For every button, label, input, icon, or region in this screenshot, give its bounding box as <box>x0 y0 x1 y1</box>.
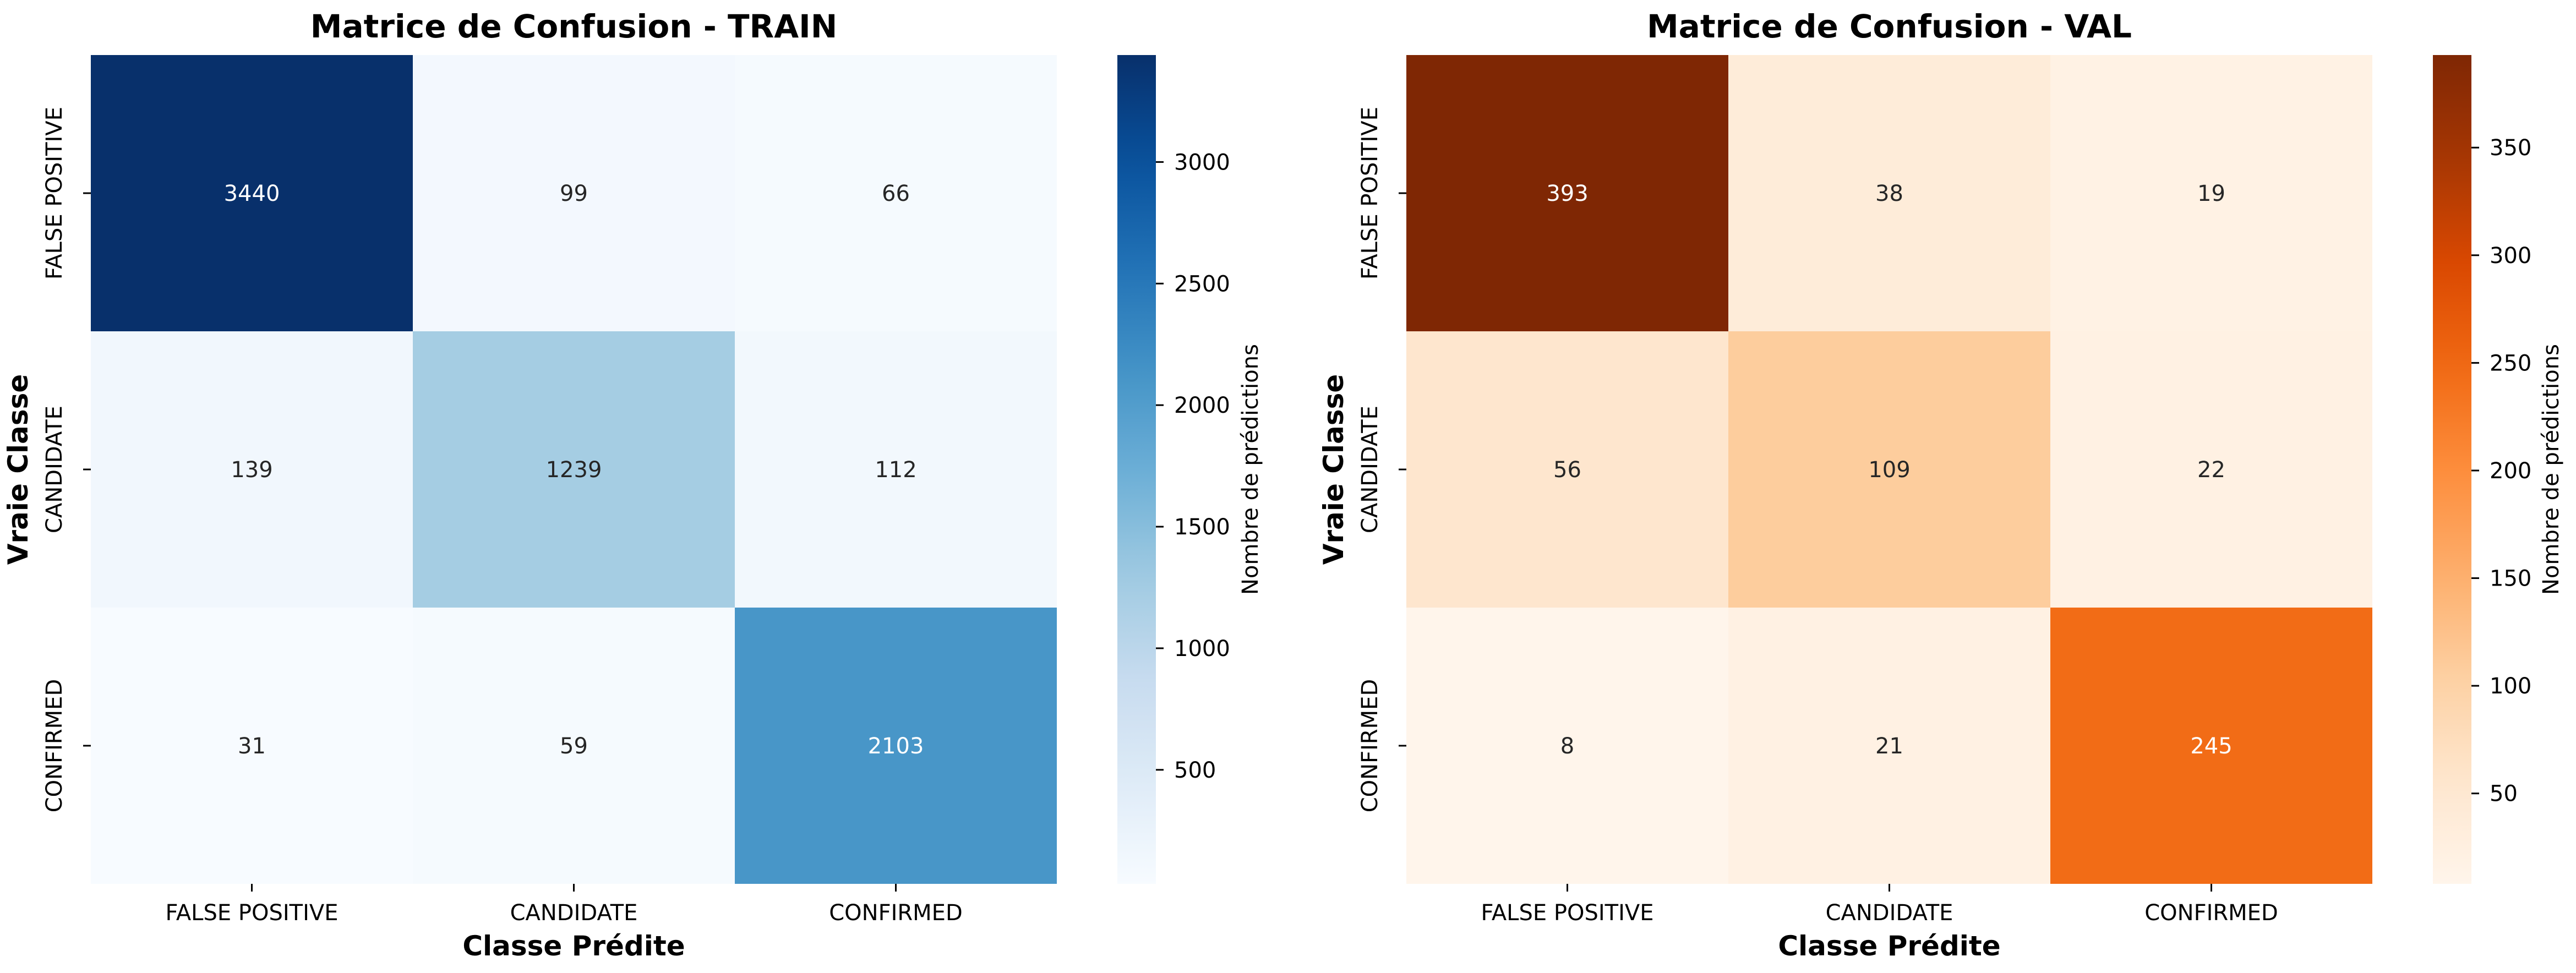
colorbar-tick-label: 350 <box>2490 135 2531 161</box>
cell-value-label: 22 <box>2197 457 2225 483</box>
cell-value-label: 19 <box>2197 181 2225 206</box>
heatmap-panel-1: Matrice de Confusion - TRAIN 3440 99 66 139 1… <box>2 8 1263 962</box>
heatmap-cell <box>91 331 413 608</box>
heatmap-cell <box>2050 55 2372 331</box>
heatmap-cell <box>1728 608 2050 884</box>
cell-value-label: 21 <box>1875 734 1903 759</box>
cell-value-label: 8 <box>1560 734 1574 759</box>
colorbar-tick-label: 50 <box>2490 781 2518 807</box>
y-tick-label: CONFIRMED <box>1357 679 1383 813</box>
colorbar <box>1117 55 1156 884</box>
heatmap-cell <box>735 331 1057 608</box>
y-tick-label: CONFIRMED <box>42 679 67 813</box>
heatmap-panel-2: Matrice de Confusion - VAL 393 38 19 56 109 22… <box>1318 8 2564 962</box>
cell-value-label: 139 <box>231 457 272 483</box>
colorbar-label: Nombre de prédictions <box>2539 344 2564 595</box>
cell-value-label: 1239 <box>546 457 602 483</box>
heatmap-cell <box>735 55 1057 331</box>
heatmap-cell <box>2050 331 2372 608</box>
x-tick-label: CANDIDATE <box>1826 900 1953 926</box>
y-axis-label: Vraie Classe <box>2 374 34 565</box>
x-tick-label: CANDIDATE <box>510 900 638 926</box>
chart-title: Matrice de Confusion - TRAIN <box>310 8 837 45</box>
heatmap-cell <box>1728 55 2050 331</box>
heatmap-cell <box>2050 608 2372 884</box>
x-tick-label: FALSE POSITIVE <box>165 900 338 926</box>
y-axis-label: Vraie Classe <box>1318 374 1350 565</box>
colorbar-tick-label: 150 <box>2490 566 2531 592</box>
x-tick-label: CONFIRMED <box>2144 900 2278 926</box>
colorbar-label: Nombre de prédictions <box>1238 344 1263 595</box>
heatmap-cell <box>1406 55 1728 331</box>
colorbar-tick-label: 1500 <box>1174 515 1230 540</box>
colorbar-tick-label: 200 <box>2490 458 2531 484</box>
cell-value-label: 112 <box>875 457 916 483</box>
colorbar <box>2433 55 2471 884</box>
cell-value-label: 56 <box>1553 457 1581 483</box>
heatmap-cell <box>735 608 1057 884</box>
heatmap-cell <box>413 331 735 608</box>
cell-value-label: 99 <box>560 181 588 206</box>
y-tick-label: CANDIDATE <box>42 406 67 533</box>
cell-value-label: 66 <box>882 181 910 206</box>
heatmap-cell <box>413 608 735 884</box>
heatmap-cell <box>1406 608 1728 884</box>
cell-value-label: 109 <box>1868 457 1910 483</box>
x-tick-label: CONFIRMED <box>829 900 963 926</box>
cell-value-label: 2103 <box>868 734 924 759</box>
x-axis-label: Classe Prédite <box>462 930 685 962</box>
chart-title: Matrice de Confusion - VAL <box>1647 8 2132 45</box>
heatmap-cell <box>1406 331 1728 608</box>
colorbar-tick-label: 3000 <box>1174 150 1230 175</box>
colorbar-tick-label: 500 <box>1174 758 1216 783</box>
heatmap-cell <box>413 55 735 331</box>
cell-value-label: 245 <box>2190 734 2232 759</box>
colorbar-tick-label: 1000 <box>1174 636 1230 662</box>
colorbar-tick-label: 250 <box>2490 351 2531 376</box>
y-tick-label: FALSE POSITIVE <box>1357 107 1383 280</box>
heatmap-cell <box>91 55 413 331</box>
colorbar-tick-label: 2000 <box>1174 393 1230 418</box>
heatmap-cell <box>1728 331 2050 608</box>
cell-value-label: 38 <box>1875 181 1903 206</box>
colorbar-tick-label: 100 <box>2490 674 2531 699</box>
cell-value-label: 31 <box>238 734 266 759</box>
x-axis-label: Classe Prédite <box>1778 930 2000 962</box>
cell-value-label: 3440 <box>224 181 280 206</box>
x-tick-label: FALSE POSITIVE <box>1481 900 1653 926</box>
y-tick-label: CANDIDATE <box>1357 406 1383 533</box>
y-tick-label: FALSE POSITIVE <box>42 107 67 280</box>
heatmap-cell <box>91 608 413 884</box>
cell-value-label: 393 <box>1546 181 1588 206</box>
colorbar-tick-label: 2500 <box>1174 271 1230 297</box>
colorbar-tick-label: 300 <box>2490 243 2531 269</box>
cell-value-label: 59 <box>560 734 588 759</box>
